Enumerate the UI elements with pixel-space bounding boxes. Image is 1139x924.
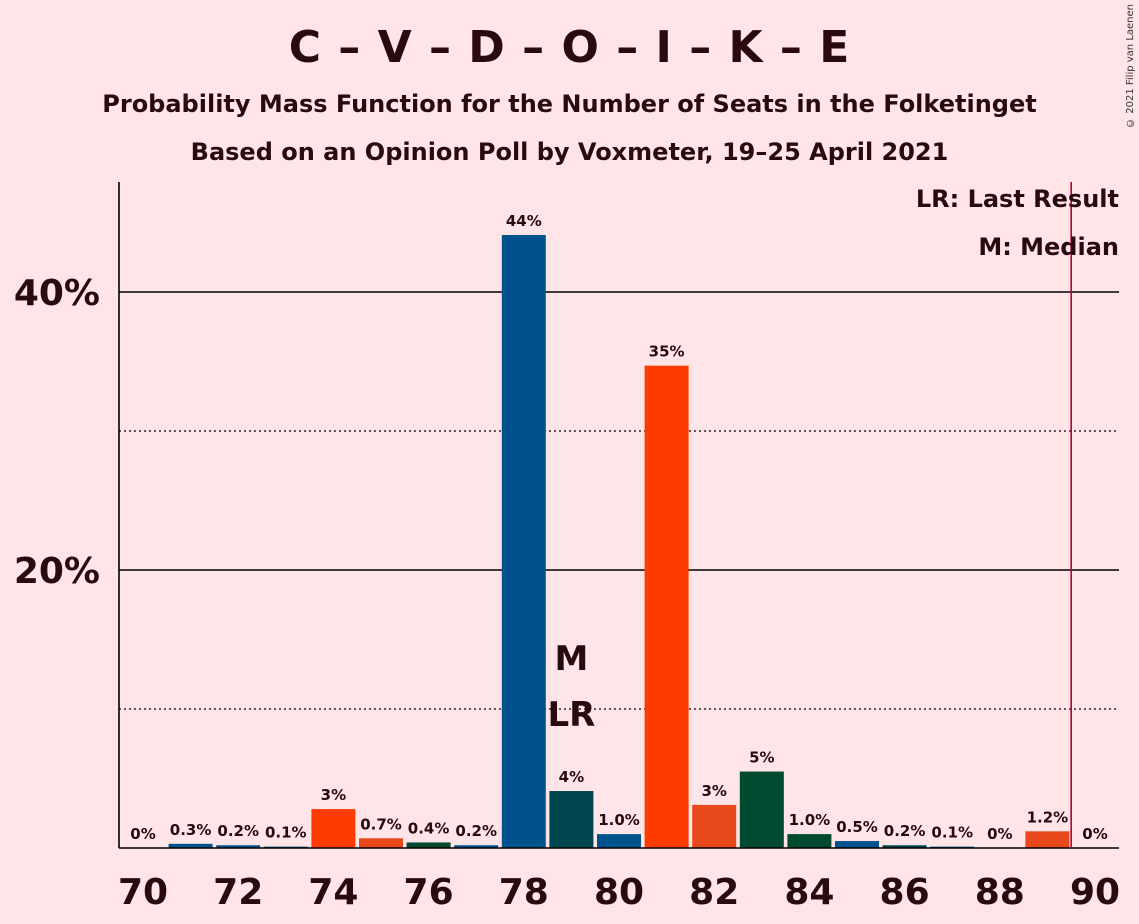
bar <box>501 235 546 848</box>
bar <box>168 843 213 848</box>
bar-value-label: 0% <box>1082 825 1107 843</box>
x-tick-label: 70 <box>118 872 168 913</box>
bar <box>454 845 499 848</box>
bar-value-label: 0.2% <box>455 822 497 840</box>
bar-value-label: 4% <box>559 768 584 786</box>
bar-value-label: 1.0% <box>789 811 831 829</box>
x-tick-label: 78 <box>499 872 549 913</box>
bar-value-label: 0.3% <box>170 821 212 839</box>
bar-value-label: 0.1% <box>931 824 973 842</box>
bar-value-label: 44% <box>506 212 542 230</box>
x-tick-label: 80 <box>594 872 644 913</box>
bar <box>597 834 641 848</box>
bar <box>739 771 784 848</box>
bar-value-label: 1.0% <box>598 811 640 829</box>
bar <box>311 809 356 848</box>
x-tick-label: 72 <box>213 872 263 913</box>
bar <box>1025 831 1070 848</box>
bar-value-label: 0.7% <box>360 815 402 833</box>
bar-value-label: 3% <box>321 786 346 804</box>
x-tick-label: 76 <box>404 872 454 913</box>
chart-title: C – V – D – O – I – K – E <box>288 22 851 73</box>
bar <box>692 804 737 848</box>
legend-median: M: Median <box>978 233 1119 261</box>
last-result-marker: LR <box>547 695 595 735</box>
x-tick-label: 82 <box>689 872 739 913</box>
bar <box>406 842 451 848</box>
bar-value-label: 5% <box>749 749 774 767</box>
bar-value-label: 0.2% <box>217 822 259 840</box>
bar-value-label: 0.1% <box>265 824 307 842</box>
x-tick-label: 74 <box>308 872 358 913</box>
x-tick-label: 90 <box>1070 872 1120 913</box>
bar-value-label: 0.5% <box>836 818 878 836</box>
bar <box>644 365 689 848</box>
x-tick-label: 84 <box>784 872 834 913</box>
legend-last-result: LR: Last Result <box>915 185 1119 213</box>
bar-value-label: 3% <box>701 782 726 800</box>
bar-value-label: 1.2% <box>1027 808 1069 826</box>
bar <box>549 791 594 848</box>
bar <box>787 834 832 848</box>
x-tick-label: 88 <box>975 872 1025 913</box>
median-marker: M <box>554 639 588 679</box>
y-tick-label: 20% <box>14 551 100 592</box>
bar <box>882 845 927 848</box>
bar-value-label: 0% <box>987 825 1012 843</box>
x-tick-label: 86 <box>880 872 930 913</box>
bar-value-label: 0% <box>130 825 155 843</box>
bar-value-label: 0.4% <box>408 819 450 837</box>
bar <box>835 841 879 848</box>
bar-value-label: 0.2% <box>884 822 926 840</box>
y-tick-label: 40% <box>14 273 100 314</box>
chart-subtitle: Probability Mass Function for the Number… <box>102 90 1037 118</box>
bar <box>359 838 403 848</box>
bar <box>216 845 261 848</box>
bar-value-label: 35% <box>649 343 685 361</box>
poll-source: Based on an Opinion Poll by Voxmeter, 19… <box>190 138 949 166</box>
